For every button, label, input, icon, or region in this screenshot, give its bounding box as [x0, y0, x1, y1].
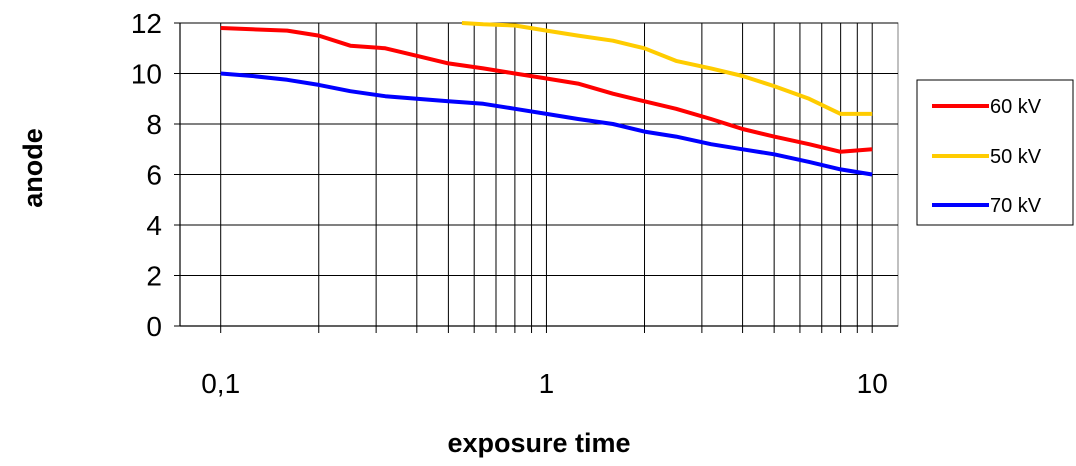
x-tick-label: 10 [857, 368, 888, 399]
legend: 60 kV 50 kV 70 kV [916, 79, 1074, 226]
series-line-60kv [220, 26, 873, 154]
y-axis-title: anode [18, 128, 48, 208]
y-tick-label: 6 [146, 160, 162, 191]
series-line-70kv [220, 71, 873, 177]
legend-label-70kv: 70 kV [990, 195, 1042, 217]
legend-label-50kv: 50 kV [990, 146, 1042, 168]
axes: 0 2 4 6 8 10 12 0,1 1 10 [131, 8, 898, 399]
x-axis-title: exposure time [447, 428, 630, 458]
series-line-50kv [461, 21, 873, 116]
legend-label-60kv: 60 kV [990, 96, 1042, 118]
y-tick-label: 4 [146, 210, 162, 241]
y-tick-label: 10 [131, 59, 162, 90]
y-tick-label: 0 [146, 311, 162, 342]
y-tick-label: 12 [131, 8, 162, 39]
x-tick-label: 0,1 [201, 368, 240, 399]
series-lines [220, 21, 873, 177]
y-tick-label: 8 [146, 109, 162, 140]
x-tick-label: 1 [539, 368, 555, 399]
y-tick-label: 2 [146, 261, 162, 292]
